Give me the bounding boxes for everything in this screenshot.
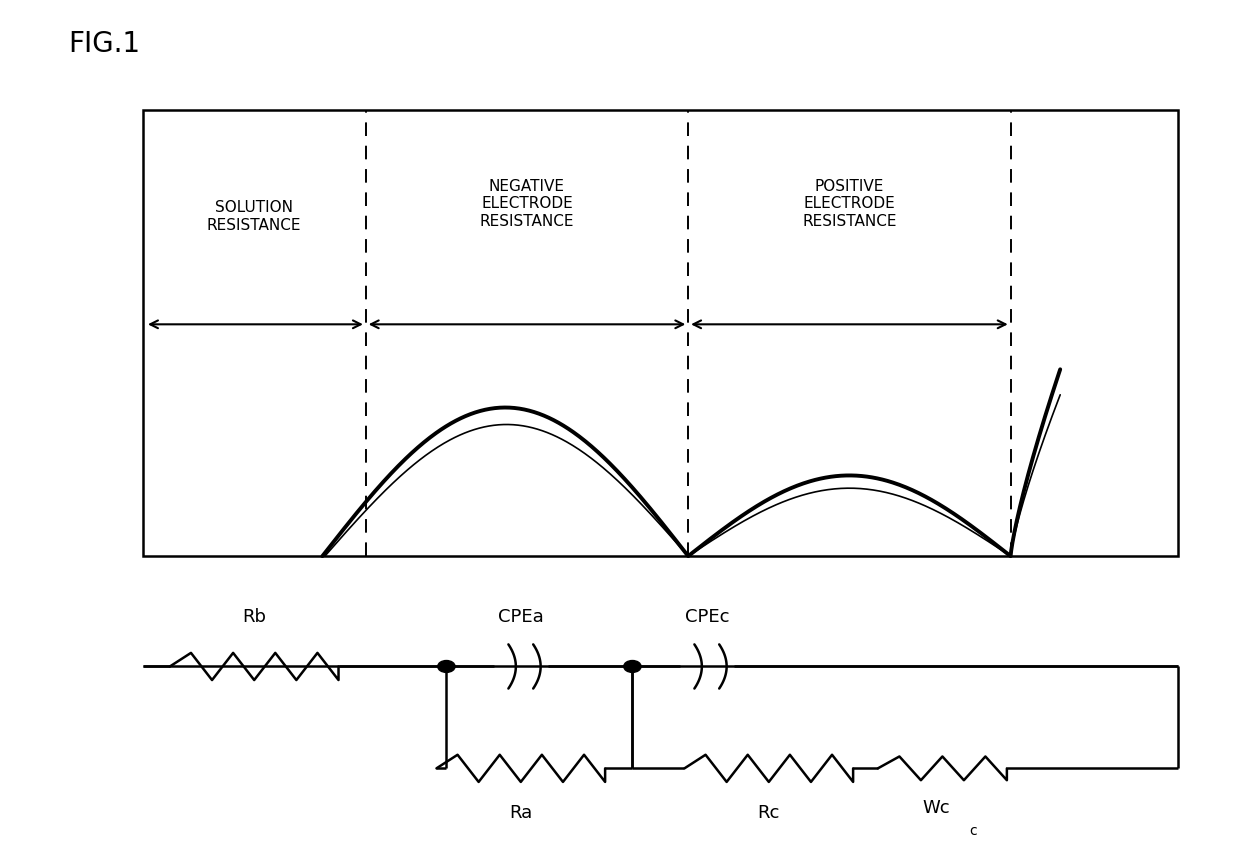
Text: CPEc: CPEc [684, 608, 729, 626]
Bar [143, 110, 1178, 556]
Text: POSITIVE
ELECTRODE
RESISTANCE: POSITIVE ELECTRODE RESISTANCE [802, 179, 897, 228]
Text: Rb: Rb [242, 608, 267, 626]
Text: SOLUTION
RESISTANCE: SOLUTION RESISTANCE [207, 200, 301, 233]
Text: Wc: Wc [923, 799, 950, 817]
Text: FIG.1: FIG.1 [68, 30, 140, 58]
Text: NEGATIVE
ELECTRODE
RESISTANCE: NEGATIVE ELECTRODE RESISTANCE [480, 179, 574, 228]
Text: Ra: Ra [510, 804, 532, 822]
Circle shape [624, 661, 641, 672]
Circle shape [438, 661, 455, 672]
Text: c: c [970, 824, 977, 837]
Text: Rc: Rc [758, 804, 780, 822]
Text: CPEa: CPEa [498, 608, 543, 626]
